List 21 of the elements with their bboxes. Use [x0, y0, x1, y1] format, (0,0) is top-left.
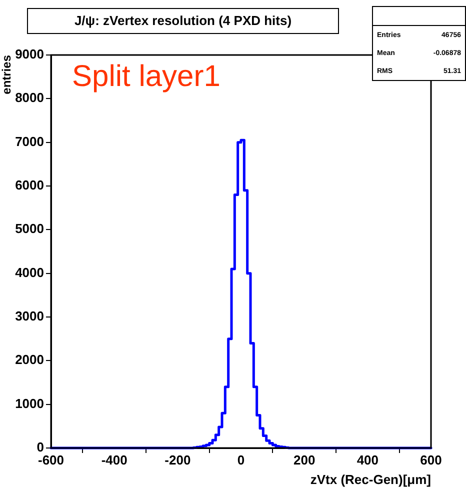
- y-tick-label: 3000: [15, 308, 44, 324]
- chart-title: J/ψ: zVertex resolution (4 PXD hits): [27, 8, 339, 34]
- x-tick-label: -400: [101, 452, 128, 468]
- x-tick-label: 0: [237, 452, 245, 468]
- y-tick-label: 1000: [15, 396, 44, 411]
- y-tick-label: 0: [36, 440, 44, 455]
- y-tick-label: 5000: [15, 221, 44, 236]
- annotation: Split layer1: [72, 60, 220, 94]
- x-tick-label: 400: [356, 452, 379, 468]
- y-tick-label: 2000: [15, 352, 44, 368]
- y-tick-label: 4000: [15, 264, 44, 280]
- x-tick-label: 600: [420, 452, 442, 468]
- y-tick-label: 6000: [15, 178, 44, 193]
- x-tick-label: 200: [293, 452, 316, 468]
- y-axis-title: entries: [0, 54, 14, 94]
- y-tick-label: 9000: [15, 46, 44, 62]
- x-tick-label: -200: [164, 452, 191, 468]
- x-axis-title: zVtx (Rec-Gen)[μm]: [310, 472, 431, 487]
- y-tick-label: 7000: [15, 134, 44, 149]
- x-tick-label: -600: [38, 452, 64, 468]
- y-tick-label: 8000: [15, 90, 44, 106]
